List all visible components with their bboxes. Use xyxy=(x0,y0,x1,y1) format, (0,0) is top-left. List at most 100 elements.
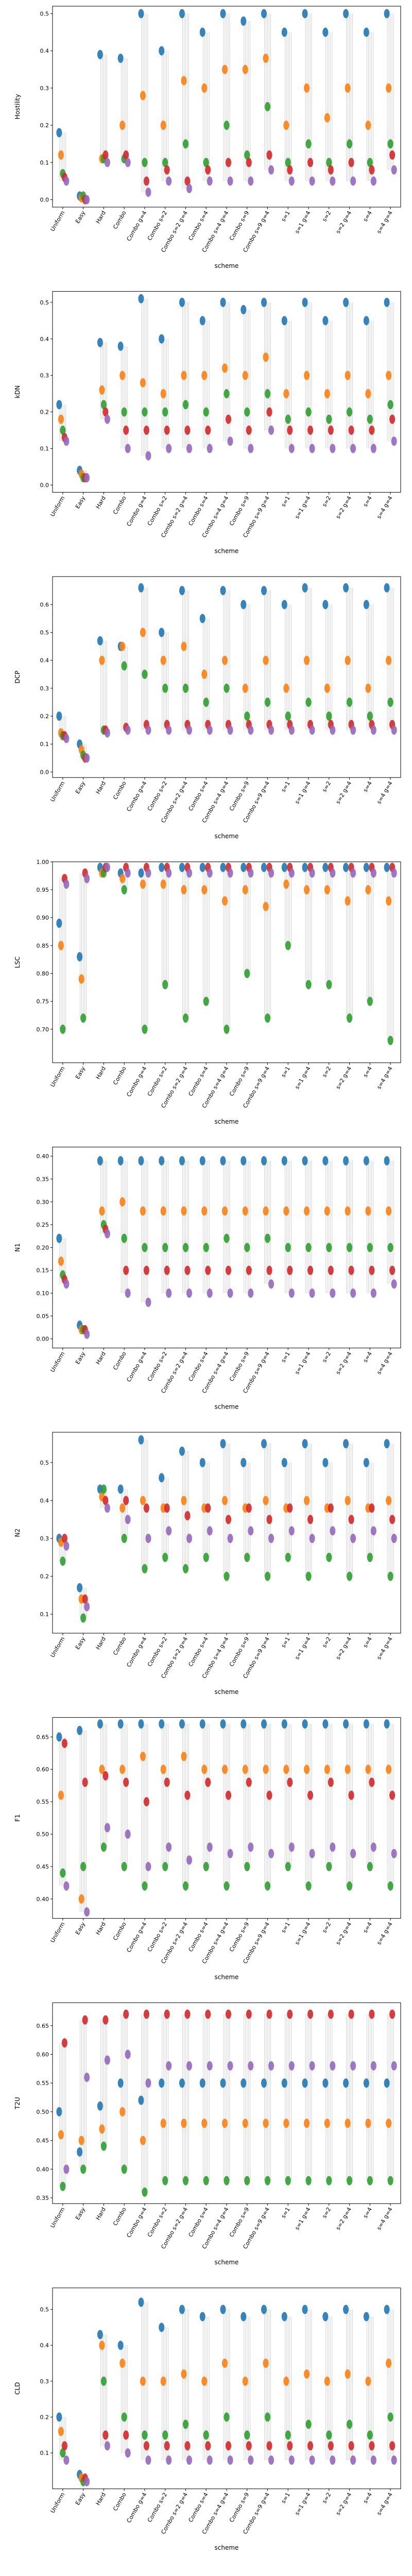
data-point xyxy=(142,1881,148,1891)
data-point xyxy=(60,1556,66,1566)
x-tick-label: Combo s=4 xyxy=(187,210,209,242)
data-point xyxy=(248,176,254,186)
x-tick-label: Hard xyxy=(95,780,107,795)
x-tick-label: Combo s=2 xyxy=(146,2492,168,2523)
data-point xyxy=(266,1265,272,1275)
y-tick-label: 0.55 xyxy=(37,1799,49,1805)
data-point xyxy=(58,2130,64,2140)
data-point xyxy=(365,121,371,130)
data-point xyxy=(248,444,254,453)
data-point xyxy=(283,2376,289,2386)
data-point xyxy=(102,1496,109,1505)
data-point xyxy=(261,297,267,307)
data-point xyxy=(241,2312,247,2321)
data-point xyxy=(347,1013,353,1023)
x-tick-label: Combo s=9 xyxy=(228,1065,250,1097)
data-point xyxy=(164,2441,170,2451)
data-point xyxy=(227,1849,233,1858)
y-tick-label: 0.40 xyxy=(37,1896,49,1903)
data-point xyxy=(370,2455,376,2465)
x-tick-label: Uniform xyxy=(49,1921,66,1944)
data-point xyxy=(363,1719,369,1729)
data-point xyxy=(186,444,192,453)
data-point xyxy=(117,54,124,63)
data-point xyxy=(199,862,205,872)
x-tick-label: Combo g=4 xyxy=(126,210,148,242)
data-point xyxy=(263,2119,269,2128)
x-tick-label: Hard xyxy=(95,495,107,510)
data-point xyxy=(265,697,271,707)
data-point xyxy=(97,636,103,646)
data-point xyxy=(244,1243,250,1252)
data-point xyxy=(140,378,146,387)
data-point xyxy=(241,862,247,872)
data-point xyxy=(324,1206,330,1216)
data-point xyxy=(207,2455,213,2465)
data-point xyxy=(365,2376,371,2386)
y-tick-label: 0.0 xyxy=(40,482,49,488)
data-point xyxy=(181,1496,187,1505)
x-tick-label: s=4 xyxy=(362,1921,373,1935)
data-point xyxy=(207,444,213,453)
data-point xyxy=(102,2015,109,2025)
data-point xyxy=(159,862,165,872)
data-point xyxy=(309,868,315,878)
x-tick-label: Uniform xyxy=(49,495,66,518)
data-point xyxy=(283,1206,289,1216)
data-point xyxy=(166,1526,172,1536)
data-point xyxy=(369,1503,375,1513)
x-tick-label: s=2 xyxy=(321,1350,332,1364)
data-point xyxy=(309,176,315,186)
data-point xyxy=(207,725,213,735)
data-point xyxy=(365,885,371,894)
x-tick-label: Combo s=4 xyxy=(187,2492,209,2523)
data-point xyxy=(281,1719,287,1729)
y-tick-label: 0.25 xyxy=(37,1222,49,1228)
data-point xyxy=(246,426,252,435)
data-point xyxy=(263,655,269,665)
data-point xyxy=(347,2419,353,2429)
data-point xyxy=(201,83,208,93)
x-tick-label: s=2 xyxy=(321,495,332,509)
data-point xyxy=(285,1861,291,1871)
y-tick-label: 0.20 xyxy=(37,1244,49,1251)
x-tick-label: Combo s=4 xyxy=(187,1350,209,1382)
data-point xyxy=(244,1552,250,1562)
data-point xyxy=(265,389,271,399)
data-point xyxy=(82,1777,88,1787)
data-point xyxy=(61,2038,67,2048)
data-point xyxy=(348,158,354,167)
data-point xyxy=(224,1571,230,1581)
data-point xyxy=(350,725,356,735)
y-tick-label: 0.55 xyxy=(37,2080,49,2087)
y-axis-label: F1 xyxy=(14,1814,21,1822)
x-tick-label: s=1 g=4 xyxy=(294,1350,312,1376)
y-tick-label: 0.5 xyxy=(40,1460,49,1466)
y-tick-label: 1.00 xyxy=(37,859,49,866)
data-point xyxy=(220,2304,226,2314)
data-point xyxy=(145,868,151,878)
data-point xyxy=(367,2430,373,2440)
data-point xyxy=(222,655,228,665)
data-point xyxy=(350,2455,356,2465)
data-point xyxy=(166,725,172,735)
data-point xyxy=(199,2312,205,2321)
data-point xyxy=(104,862,110,872)
data-point xyxy=(365,389,371,399)
data-point xyxy=(281,862,287,872)
data-point xyxy=(242,370,248,380)
data-point xyxy=(242,885,248,894)
data-point xyxy=(324,2119,330,2128)
data-point xyxy=(363,1156,369,1165)
data-point xyxy=(123,150,129,160)
data-point xyxy=(242,1765,248,1774)
data-point xyxy=(348,1790,354,1800)
x-tick-label: Combo s=9 xyxy=(228,2492,250,2523)
x-tick-label: s=2 xyxy=(321,210,332,223)
data-point xyxy=(370,725,376,735)
data-point xyxy=(268,2061,274,2071)
data-point xyxy=(207,2061,213,2071)
y-axis-label: T2U xyxy=(14,2097,21,2110)
data-point xyxy=(246,1265,252,1275)
x-tick-label: Hard xyxy=(95,2206,107,2221)
